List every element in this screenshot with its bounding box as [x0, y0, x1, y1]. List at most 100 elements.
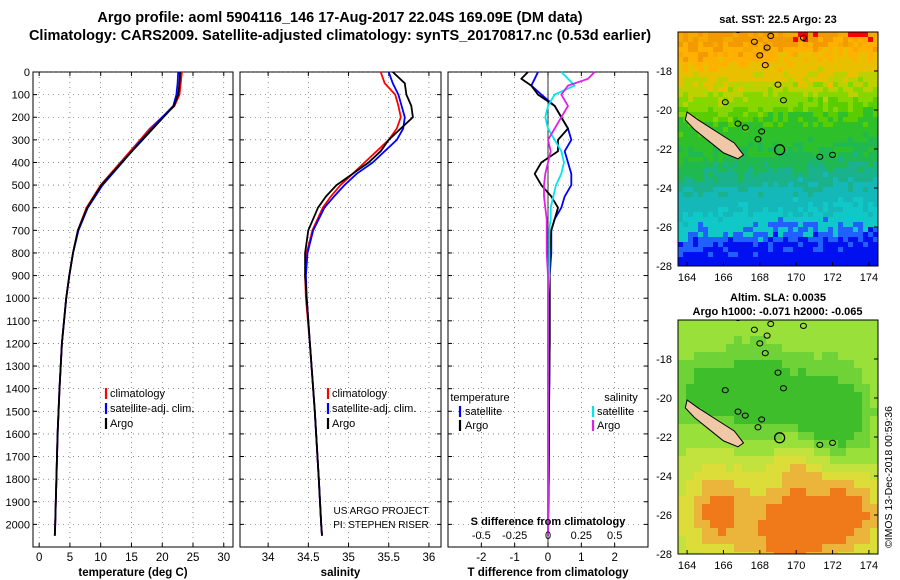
sst-cell	[758, 47, 764, 53]
sst-cell	[708, 252, 714, 258]
sst-cell	[808, 212, 814, 218]
sst-cell	[758, 197, 764, 203]
sla-cell	[750, 440, 759, 449]
sla-cell	[702, 336, 711, 345]
sst-cell	[803, 42, 809, 48]
sst-cell	[738, 162, 744, 168]
sst-cell	[873, 172, 878, 178]
sst-cell	[768, 122, 774, 128]
sst-cell	[823, 147, 829, 153]
sst-cell	[748, 227, 754, 233]
sla-cell	[718, 528, 727, 537]
sst-cell	[783, 152, 789, 158]
sst-cell	[808, 82, 814, 88]
sla-cell	[822, 416, 831, 425]
sst-cell	[763, 187, 769, 193]
sst-cell	[823, 242, 829, 248]
sst-cell	[818, 232, 824, 238]
sst-cell	[783, 172, 789, 178]
sst-cell	[723, 232, 729, 238]
sst-cell	[833, 262, 839, 266]
sst-cell	[873, 192, 878, 198]
sla-cell	[726, 488, 735, 497]
sla-cell	[758, 528, 767, 537]
sla-cell	[790, 520, 799, 529]
sst-cell	[848, 122, 854, 128]
sst-cell	[698, 42, 704, 48]
sst-cell	[748, 187, 754, 193]
x-tick-label: 25	[187, 552, 200, 564]
sst-cell	[793, 222, 799, 228]
sla-cell	[814, 512, 823, 521]
sst-cell	[753, 142, 759, 148]
sst-cell	[788, 47, 794, 53]
sla-cell	[846, 536, 855, 545]
sla-cell	[774, 520, 783, 529]
sst-cell	[873, 157, 878, 163]
island-outline	[721, 99, 729, 106]
sst-cell	[808, 207, 814, 213]
sst-cell	[793, 202, 799, 208]
sst-cell	[758, 247, 764, 253]
sst-cell	[693, 132, 699, 138]
sst-cell	[868, 172, 874, 178]
sla-cell	[790, 328, 799, 337]
sst-cell	[678, 42, 684, 48]
sst-cell	[688, 77, 694, 83]
sst-cell	[828, 202, 834, 208]
sla-cell	[822, 400, 831, 409]
sla-cell	[678, 384, 687, 393]
sst-cell	[788, 212, 794, 218]
sst-cell	[788, 237, 794, 243]
sla-cell	[718, 536, 727, 545]
sst-cell	[873, 102, 878, 108]
sst-cell	[698, 222, 704, 228]
sst-cell	[678, 152, 684, 158]
sst-cell	[733, 132, 739, 138]
sst-cell	[823, 152, 829, 158]
sst-cell	[843, 42, 849, 48]
legend-label: satellite-adj. clim.	[332, 403, 416, 415]
sst-cell	[833, 72, 839, 78]
sst-cell	[853, 252, 859, 258]
sla-cell	[758, 408, 767, 417]
sst-cell	[863, 32, 869, 38]
sst-cell	[813, 242, 819, 248]
sst-cell	[833, 187, 839, 193]
sst-cell	[868, 147, 874, 153]
sla-cell	[718, 392, 727, 401]
sla-cell	[766, 528, 775, 537]
sla-cell	[774, 328, 783, 337]
sst-cell	[868, 72, 874, 78]
sst-cell	[703, 247, 709, 253]
sst-cell	[778, 212, 784, 218]
sst-cell	[808, 132, 814, 138]
sst-cell	[803, 187, 809, 193]
sla-cell	[774, 432, 783, 441]
sst-cell	[848, 87, 854, 93]
sst-cell	[723, 52, 729, 58]
sst-cell	[758, 237, 764, 243]
sst-cell	[703, 167, 709, 173]
sst-cell	[738, 67, 744, 73]
sla-cell	[798, 376, 807, 385]
island-outline	[767, 32, 775, 40]
sla-cell	[702, 448, 711, 457]
sst-cell	[808, 172, 814, 178]
sst-cell	[793, 92, 799, 98]
sst-cell	[743, 82, 749, 88]
sst-cell	[738, 92, 744, 98]
sla-cell	[694, 488, 703, 497]
sst-cell	[793, 137, 799, 143]
sst-cell	[703, 257, 709, 263]
sla-cell	[798, 440, 807, 449]
sst-cell	[773, 232, 779, 238]
depth-tick-label: 1300	[6, 361, 30, 373]
sst-cell	[808, 127, 814, 133]
sst-cell	[763, 177, 769, 183]
sst-cell	[813, 82, 819, 88]
lat-tick-label: -26	[656, 510, 672, 522]
sla-cell	[798, 520, 807, 529]
island-outline	[758, 128, 766, 135]
sst-cell	[783, 37, 789, 43]
